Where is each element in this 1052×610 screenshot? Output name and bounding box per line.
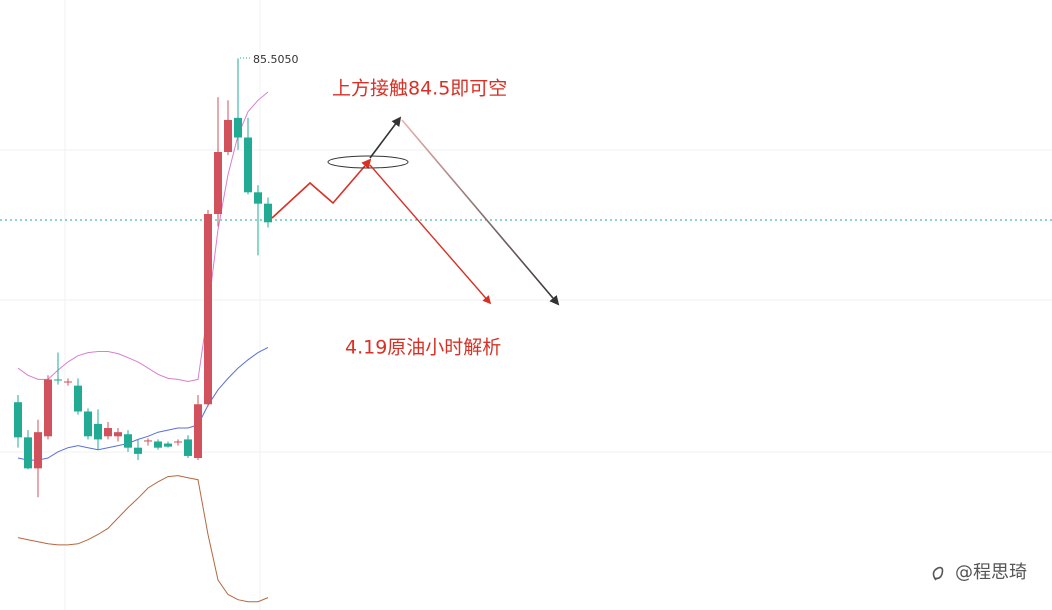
candle-body bbox=[224, 119, 232, 152]
plot bbox=[14, 58, 272, 603]
candle-body bbox=[264, 203, 272, 223]
candle-body bbox=[254, 192, 262, 204]
candle-body bbox=[34, 432, 42, 469]
candle-body bbox=[234, 117, 242, 138]
candle-body bbox=[144, 440, 152, 442]
band-line bbox=[17, 475, 269, 603]
candle-body bbox=[84, 411, 92, 437]
annotation: 上方接触84.5即可空 bbox=[332, 78, 507, 100]
candle-body bbox=[154, 441, 162, 448]
band-line bbox=[17, 91, 269, 383]
candle-body bbox=[184, 439, 192, 456]
watermark: @程思琦 bbox=[955, 562, 1027, 583]
candle-body bbox=[244, 137, 252, 193]
candle-body bbox=[54, 379, 62, 381]
candle-body bbox=[214, 151, 222, 215]
candle-body bbox=[24, 437, 32, 469]
watermark-icon bbox=[932, 566, 944, 581]
candle-body bbox=[104, 428, 112, 437]
candle-body bbox=[194, 404, 202, 459]
candle-body bbox=[124, 434, 132, 448]
candle-body bbox=[94, 423, 102, 440]
arrows bbox=[271, 116, 560, 306]
candle-body bbox=[134, 447, 142, 454]
high-label: 85.5050 bbox=[253, 53, 299, 66]
candle-body bbox=[74, 385, 82, 412]
annotation: 4.19原油小时解析 bbox=[345, 337, 501, 359]
candle-body bbox=[44, 379, 52, 437]
candle-body bbox=[64, 381, 72, 383]
candle-body bbox=[164, 443, 172, 447]
candle-body bbox=[174, 441, 182, 443]
candle-body bbox=[204, 214, 212, 405]
band-line bbox=[17, 346, 269, 461]
candle-body bbox=[14, 402, 22, 438]
candle-body bbox=[114, 432, 122, 437]
